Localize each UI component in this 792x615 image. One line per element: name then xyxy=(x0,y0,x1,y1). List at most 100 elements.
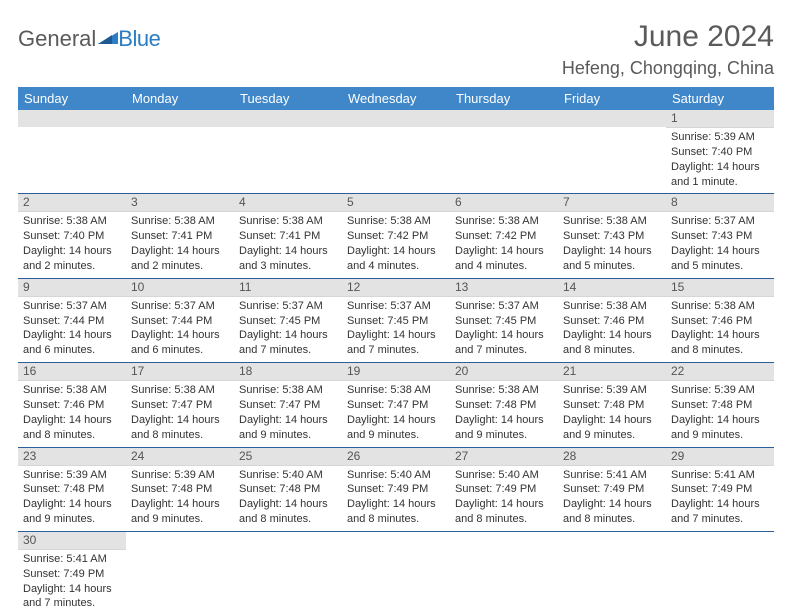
day-number: 28 xyxy=(558,448,666,466)
day-details: Sunrise: 5:37 AMSunset: 7:45 PMDaylight:… xyxy=(234,297,342,362)
day-details: Sunrise: 5:38 AMSunset: 7:47 PMDaylight:… xyxy=(126,381,234,446)
daylight-text: Daylight: 14 hours and 9 minutes. xyxy=(671,413,769,443)
calendar-day-cell: 19Sunrise: 5:38 AMSunset: 7:47 PMDayligh… xyxy=(342,363,450,447)
calendar-day-cell: 7Sunrise: 5:38 AMSunset: 7:43 PMDaylight… xyxy=(558,194,666,278)
calendar-day-cell xyxy=(450,110,558,194)
calendar-day-cell: 4Sunrise: 5:38 AMSunset: 7:41 PMDaylight… xyxy=(234,194,342,278)
sunset-text: Sunset: 7:42 PM xyxy=(347,229,445,244)
sunset-text: Sunset: 7:40 PM xyxy=(23,229,121,244)
day-number: 25 xyxy=(234,448,342,466)
day-number: 23 xyxy=(18,448,126,466)
sunrise-text: Sunrise: 5:38 AM xyxy=(131,214,229,229)
calendar-week-row: 2Sunrise: 5:38 AMSunset: 7:40 PMDaylight… xyxy=(18,194,774,278)
day-details: Sunrise: 5:39 AMSunset: 7:40 PMDaylight:… xyxy=(666,128,774,193)
calendar-day-cell: 8Sunrise: 5:37 AMSunset: 7:43 PMDaylight… xyxy=(666,194,774,278)
day-details: Sunrise: 5:41 AMSunset: 7:49 PMDaylight:… xyxy=(558,466,666,531)
day-details: Sunrise: 5:39 AMSunset: 7:48 PMDaylight:… xyxy=(666,381,774,446)
sunrise-text: Sunrise: 5:40 AM xyxy=(455,468,553,483)
daylight-text: Daylight: 14 hours and 9 minutes. xyxy=(455,413,553,443)
sunset-text: Sunset: 7:48 PM xyxy=(455,398,553,413)
day-number: 20 xyxy=(450,363,558,381)
sunset-text: Sunset: 7:44 PM xyxy=(23,314,121,329)
day-number: 13 xyxy=(450,279,558,297)
day-number: 21 xyxy=(558,363,666,381)
sunrise-text: Sunrise: 5:38 AM xyxy=(563,214,661,229)
sunrise-text: Sunrise: 5:38 AM xyxy=(239,383,337,398)
day-number: 19 xyxy=(342,363,450,381)
calendar-day-cell xyxy=(234,531,342,615)
weekday-header: Monday xyxy=(126,87,234,110)
sunset-text: Sunset: 7:44 PM xyxy=(131,314,229,329)
day-number: 2 xyxy=(18,194,126,212)
calendar-day-cell: 6Sunrise: 5:38 AMSunset: 7:42 PMDaylight… xyxy=(450,194,558,278)
sunrise-text: Sunrise: 5:39 AM xyxy=(563,383,661,398)
page-title: June 2024 xyxy=(562,20,774,54)
calendar-day-cell: 9Sunrise: 5:37 AMSunset: 7:44 PMDaylight… xyxy=(18,278,126,362)
sunrise-text: Sunrise: 5:37 AM xyxy=(671,214,769,229)
day-details: Sunrise: 5:39 AMSunset: 7:48 PMDaylight:… xyxy=(18,466,126,531)
empty-day-header xyxy=(450,110,558,127)
day-number: 22 xyxy=(666,363,774,381)
sunrise-text: Sunrise: 5:37 AM xyxy=(23,299,121,314)
calendar-day-cell: 25Sunrise: 5:40 AMSunset: 7:48 PMDayligh… xyxy=(234,447,342,531)
daylight-text: Daylight: 14 hours and 7 minutes. xyxy=(347,328,445,358)
sunset-text: Sunset: 7:47 PM xyxy=(131,398,229,413)
day-number: 4 xyxy=(234,194,342,212)
calendar-day-cell: 24Sunrise: 5:39 AMSunset: 7:48 PMDayligh… xyxy=(126,447,234,531)
sunset-text: Sunset: 7:47 PM xyxy=(347,398,445,413)
day-number: 5 xyxy=(342,194,450,212)
calendar-day-cell xyxy=(666,531,774,615)
calendar-day-cell: 20Sunrise: 5:38 AMSunset: 7:48 PMDayligh… xyxy=(450,363,558,447)
flag-icon xyxy=(98,26,120,52)
sunrise-text: Sunrise: 5:38 AM xyxy=(23,214,121,229)
day-number: 6 xyxy=(450,194,558,212)
daylight-text: Daylight: 14 hours and 2 minutes. xyxy=(23,244,121,274)
sunset-text: Sunset: 7:45 PM xyxy=(239,314,337,329)
daylight-text: Daylight: 14 hours and 5 minutes. xyxy=(563,244,661,274)
sunset-text: Sunset: 7:45 PM xyxy=(455,314,553,329)
calendar-day-cell: 14Sunrise: 5:38 AMSunset: 7:46 PMDayligh… xyxy=(558,278,666,362)
sunset-text: Sunset: 7:41 PM xyxy=(239,229,337,244)
day-number: 18 xyxy=(234,363,342,381)
calendar-week-row: 9Sunrise: 5:37 AMSunset: 7:44 PMDaylight… xyxy=(18,278,774,362)
day-details: Sunrise: 5:38 AMSunset: 7:46 PMDaylight:… xyxy=(558,297,666,362)
sunrise-text: Sunrise: 5:39 AM xyxy=(671,130,769,145)
empty-day-header xyxy=(558,110,666,127)
day-number: 9 xyxy=(18,279,126,297)
day-number: 15 xyxy=(666,279,774,297)
sunset-text: Sunset: 7:42 PM xyxy=(455,229,553,244)
day-details: Sunrise: 5:38 AMSunset: 7:48 PMDaylight:… xyxy=(450,381,558,446)
daylight-text: Daylight: 14 hours and 7 minutes. xyxy=(23,582,121,612)
daylight-text: Daylight: 14 hours and 4 minutes. xyxy=(347,244,445,274)
sunrise-text: Sunrise: 5:41 AM xyxy=(563,468,661,483)
day-number: 14 xyxy=(558,279,666,297)
day-details: Sunrise: 5:37 AMSunset: 7:45 PMDaylight:… xyxy=(450,297,558,362)
day-details: Sunrise: 5:37 AMSunset: 7:45 PMDaylight:… xyxy=(342,297,450,362)
calendar-day-cell: 15Sunrise: 5:38 AMSunset: 7:46 PMDayligh… xyxy=(666,278,774,362)
daylight-text: Daylight: 14 hours and 8 minutes. xyxy=(671,328,769,358)
daylight-text: Daylight: 14 hours and 9 minutes. xyxy=(563,413,661,443)
sunset-text: Sunset: 7:49 PM xyxy=(455,482,553,497)
weekday-header: Tuesday xyxy=(234,87,342,110)
day-details: Sunrise: 5:41 AMSunset: 7:49 PMDaylight:… xyxy=(18,550,126,615)
weekday-header-row: Sunday Monday Tuesday Wednesday Thursday… xyxy=(18,87,774,110)
daylight-text: Daylight: 14 hours and 7 minutes. xyxy=(671,497,769,527)
daylight-text: Daylight: 14 hours and 8 minutes. xyxy=(563,328,661,358)
day-details: Sunrise: 5:41 AMSunset: 7:49 PMDaylight:… xyxy=(666,466,774,531)
sunrise-text: Sunrise: 5:39 AM xyxy=(23,468,121,483)
empty-day-header xyxy=(342,110,450,127)
calendar-day-cell: 29Sunrise: 5:41 AMSunset: 7:49 PMDayligh… xyxy=(666,447,774,531)
calendar-day-cell xyxy=(234,110,342,194)
sunset-text: Sunset: 7:49 PM xyxy=(671,482,769,497)
day-details: Sunrise: 5:40 AMSunset: 7:49 PMDaylight:… xyxy=(342,466,450,531)
calendar-day-cell: 11Sunrise: 5:37 AMSunset: 7:45 PMDayligh… xyxy=(234,278,342,362)
sunset-text: Sunset: 7:48 PM xyxy=(563,398,661,413)
daylight-text: Daylight: 14 hours and 7 minutes. xyxy=(239,328,337,358)
day-details: Sunrise: 5:37 AMSunset: 7:44 PMDaylight:… xyxy=(126,297,234,362)
calendar-day-cell: 27Sunrise: 5:40 AMSunset: 7:49 PMDayligh… xyxy=(450,447,558,531)
calendar-day-cell: 18Sunrise: 5:38 AMSunset: 7:47 PMDayligh… xyxy=(234,363,342,447)
day-number: 17 xyxy=(126,363,234,381)
daylight-text: Daylight: 14 hours and 8 minutes. xyxy=(23,413,121,443)
sunset-text: Sunset: 7:46 PM xyxy=(23,398,121,413)
weekday-header: Friday xyxy=(558,87,666,110)
